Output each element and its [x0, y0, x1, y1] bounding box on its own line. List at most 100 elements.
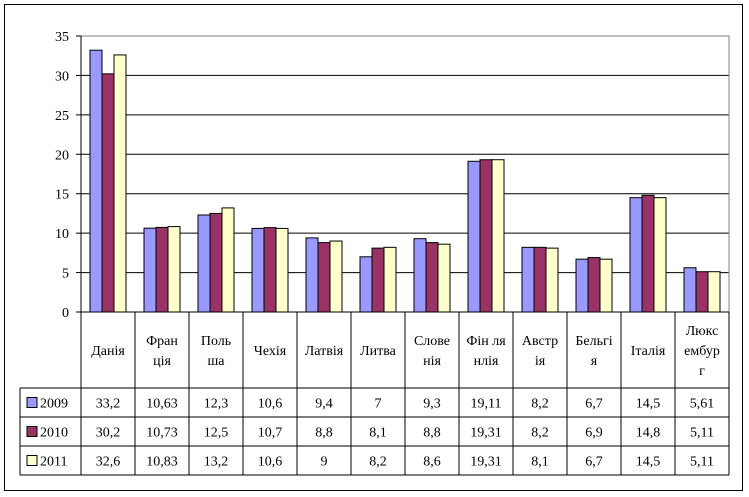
bar — [251, 227, 265, 313]
bar — [599, 258, 613, 313]
bar — [479, 159, 493, 313]
data-label: 33,2 — [96, 397, 121, 412]
category-label: Фран — [146, 334, 178, 349]
data-label: 8,6 — [423, 455, 441, 470]
legend-label: 2011 — [40, 455, 67, 470]
data-label: 5,61 — [690, 397, 715, 412]
bar — [425, 242, 439, 313]
y-tick-label: 5 — [62, 267, 69, 282]
y-tick-label: 35 — [55, 30, 69, 45]
data-label: 10,73 — [146, 426, 178, 441]
data-label: 10,6 — [258, 455, 283, 470]
bar — [209, 212, 223, 313]
data-label: 10,83 — [146, 455, 178, 470]
bar — [197, 214, 211, 313]
data-label: 6,7 — [585, 455, 603, 470]
data-label: 14,8 — [636, 426, 661, 441]
category-label: нлія — [474, 354, 499, 369]
category-label: ція — [153, 354, 171, 369]
bar — [167, 226, 181, 313]
y-tick-label: 15 — [55, 188, 69, 203]
bar — [521, 246, 535, 313]
data-label: 8,2 — [531, 426, 549, 441]
bar — [641, 194, 655, 313]
legend-key — [26, 455, 38, 466]
category-label: Фін ля — [466, 334, 506, 349]
bar — [491, 159, 505, 313]
bar — [707, 271, 721, 313]
bar — [113, 54, 127, 313]
data-label: 8,8 — [315, 426, 333, 441]
data-label: 10,63 — [146, 397, 178, 412]
data-label: 5,11 — [690, 426, 714, 441]
data-label: 12,5 — [204, 426, 229, 441]
category-label: Австр — [522, 334, 558, 349]
category-label: Люкс — [686, 324, 719, 339]
data-label: 8,1 — [369, 426, 387, 441]
bar — [467, 160, 481, 313]
legend-label: 2009 — [40, 397, 68, 412]
data-label: 10,7 — [258, 426, 283, 441]
data-label: 14,5 — [636, 397, 661, 412]
bar — [275, 227, 289, 313]
data-label: 12,3 — [204, 397, 229, 412]
category-label: Латвія — [305, 344, 344, 359]
category-label: нія — [423, 354, 441, 369]
category-label: г — [699, 364, 705, 379]
y-tick-label: 25 — [55, 109, 69, 124]
y-tick-label: 10 — [55, 227, 69, 242]
bar — [263, 227, 277, 313]
data-label: 8,2 — [369, 455, 387, 470]
bar — [695, 271, 709, 313]
bar — [533, 246, 547, 313]
data-label: 6,9 — [585, 426, 603, 441]
chart-frame — [4, 4, 743, 491]
bar — [101, 73, 115, 313]
category-label: Чехія — [254, 344, 287, 359]
category-label: Литва — [360, 344, 397, 359]
category-label: я — [591, 354, 598, 369]
data-label: 7 — [375, 397, 382, 412]
bar — [545, 247, 559, 313]
bar — [143, 227, 157, 313]
category-label: Данія — [91, 344, 125, 359]
y-tick-label: 20 — [55, 148, 69, 163]
data-label: 13,2 — [204, 455, 229, 470]
bar — [359, 256, 373, 313]
legend-key — [26, 426, 38, 437]
bar — [329, 240, 343, 313]
data-label: 8,8 — [423, 426, 441, 441]
data-label: 30,2 — [96, 426, 121, 441]
bar — [653, 197, 667, 313]
data-label: 5,11 — [690, 455, 714, 470]
data-label: 19,31 — [470, 426, 502, 441]
bar — [89, 49, 103, 313]
y-tick-label: 30 — [55, 69, 69, 84]
y-tick-label: 0 — [62, 306, 69, 321]
data-label: 8,1 — [531, 455, 549, 470]
bar — [317, 242, 331, 313]
category-label: Бельгі — [575, 334, 612, 349]
data-label: 9,3 — [423, 397, 441, 412]
data-label: 32,6 — [96, 455, 121, 470]
category-label: Італія — [631, 344, 666, 359]
bar — [437, 243, 451, 313]
category-label: ша — [208, 354, 226, 369]
bar — [383, 246, 397, 313]
bar — [221, 207, 235, 313]
bar — [413, 238, 427, 313]
data-label: 14,5 — [636, 455, 661, 470]
legend-key — [26, 397, 38, 408]
bar — [587, 257, 601, 313]
category-label: ія — [535, 354, 546, 369]
data-label: 6,7 — [585, 397, 603, 412]
category-label: Поль — [201, 334, 231, 349]
bar — [305, 237, 319, 313]
bar — [155, 226, 169, 313]
data-label: 19,11 — [471, 397, 502, 412]
bar — [575, 258, 589, 313]
data-label: 10,6 — [258, 397, 283, 412]
data-label: 9,4 — [315, 397, 333, 412]
category-label: ембур — [684, 344, 720, 359]
